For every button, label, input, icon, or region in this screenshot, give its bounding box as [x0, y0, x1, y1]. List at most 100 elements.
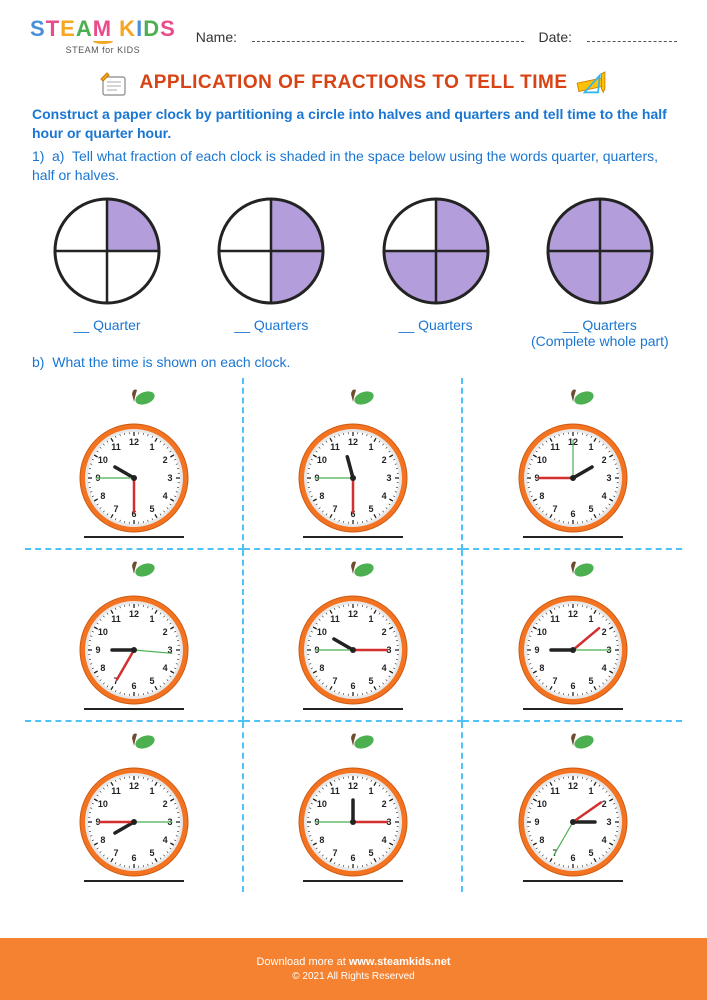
clock-answer-line[interactable]	[303, 880, 403, 882]
fraction-circle-item: __ Quarter	[32, 191, 182, 334]
svg-text:10: 10	[316, 627, 326, 637]
svg-text:11: 11	[111, 786, 121, 796]
svg-text:10: 10	[316, 799, 326, 809]
svg-text:1: 1	[588, 786, 593, 796]
svg-text:11: 11	[550, 786, 560, 796]
svg-text:5: 5	[368, 676, 373, 686]
svg-text:2: 2	[162, 455, 167, 465]
clock-cell: 123456789101112	[25, 722, 244, 892]
svg-text:4: 4	[162, 835, 167, 845]
svg-text:1: 1	[149, 614, 154, 624]
svg-text:11: 11	[111, 442, 121, 452]
clock-answer-line[interactable]	[84, 536, 184, 538]
svg-text:11: 11	[550, 614, 560, 624]
svg-text:10: 10	[536, 455, 546, 465]
svg-text:4: 4	[381, 835, 386, 845]
q1b-text: What the time is shown on each clock.	[52, 354, 290, 370]
svg-text:5: 5	[588, 848, 593, 858]
footer-scallop-icon	[0, 930, 707, 946]
instructions-text: Construct a paper clock by partitioning …	[32, 105, 675, 143]
fraction-circle-item: __ Quarters	[196, 191, 346, 334]
svg-text:4: 4	[162, 491, 167, 501]
svg-text:7: 7	[332, 504, 337, 514]
fraction-label[interactable]: __ Quarter	[74, 317, 141, 334]
clock-answer-line[interactable]	[84, 708, 184, 710]
svg-text:3: 3	[386, 473, 391, 483]
svg-text:5: 5	[588, 676, 593, 686]
clock-cell: 123456789101112	[244, 722, 463, 892]
svg-text:1: 1	[588, 614, 593, 624]
clock-cell: 123456789101112	[463, 378, 682, 550]
svg-text:2: 2	[381, 455, 386, 465]
fraction-circle-icon	[376, 191, 496, 311]
svg-text:1: 1	[368, 786, 373, 796]
fraction-circle-icon	[47, 191, 167, 311]
date-input-line[interactable]	[587, 28, 677, 42]
svg-text:10: 10	[536, 627, 546, 637]
svg-text:10: 10	[97, 799, 107, 809]
clock-answer-line[interactable]	[84, 880, 184, 882]
logo-subtitle: STEAM for KIDS	[66, 45, 141, 55]
clock-cell: 123456789101112	[25, 550, 244, 722]
svg-text:1: 1	[368, 614, 373, 624]
svg-text:7: 7	[332, 676, 337, 686]
clock-cell: 123456789101112	[244, 550, 463, 722]
orange-clock-icon: 123456789101112	[508, 386, 638, 534]
clock-answer-line[interactable]	[303, 536, 403, 538]
clock-cell: 123456789101112	[463, 550, 682, 722]
clock-cell: 123456789101112	[244, 378, 463, 550]
svg-text:9: 9	[95, 645, 100, 655]
svg-text:8: 8	[319, 835, 324, 845]
svg-text:5: 5	[588, 504, 593, 514]
svg-text:9: 9	[534, 645, 539, 655]
svg-text:4: 4	[601, 491, 606, 501]
svg-text:5: 5	[149, 848, 154, 858]
clock-answer-line[interactable]	[523, 708, 623, 710]
name-date-fields: Name: Date:	[196, 28, 677, 45]
svg-text:8: 8	[100, 663, 105, 673]
footer: Download more at www.steamkids.net © 202…	[0, 938, 707, 1000]
svg-text:7: 7	[552, 676, 557, 686]
svg-text:2: 2	[162, 627, 167, 637]
name-label: Name:	[196, 29, 237, 45]
svg-text:6: 6	[570, 509, 575, 519]
orange-clock-icon: 123456789101112	[288, 730, 418, 878]
clock-answer-line[interactable]	[303, 708, 403, 710]
name-input-line[interactable]	[252, 28, 524, 42]
svg-text:11: 11	[330, 442, 340, 452]
svg-text:3: 3	[606, 473, 611, 483]
svg-text:6: 6	[131, 681, 136, 691]
q1a-text: Tell what fraction of each clock is shad…	[32, 148, 658, 183]
orange-clock-icon: 123456789101112	[288, 558, 418, 706]
svg-text:5: 5	[368, 504, 373, 514]
ruler-pencil-icon	[576, 69, 610, 97]
svg-text:4: 4	[381, 491, 386, 501]
svg-text:1: 1	[588, 442, 593, 452]
svg-text:2: 2	[601, 455, 606, 465]
notepad-icon	[97, 69, 131, 97]
svg-text:12: 12	[567, 781, 577, 791]
fraction-label[interactable]: __ Quarters(Complete whole part)	[531, 317, 669, 351]
clock-answer-line[interactable]	[523, 536, 623, 538]
svg-text:1: 1	[368, 442, 373, 452]
svg-text:12: 12	[128, 609, 138, 619]
fraction-circle-item: __ Quarters(Complete whole part)	[525, 191, 675, 351]
svg-text:3: 3	[167, 473, 172, 483]
footer-download-text: Download more at www.steamkids.net	[256, 956, 450, 968]
fraction-label[interactable]: __ Quarters	[399, 317, 473, 334]
svg-text:4: 4	[601, 835, 606, 845]
svg-text:2: 2	[162, 799, 167, 809]
clock-answer-line[interactable]	[523, 880, 623, 882]
svg-text:10: 10	[97, 627, 107, 637]
fraction-label[interactable]: __ Quarters	[234, 317, 308, 334]
svg-text:8: 8	[100, 835, 105, 845]
svg-text:7: 7	[332, 848, 337, 858]
fraction-circle-item: __ Quarters	[361, 191, 511, 334]
orange-clock-icon: 123456789101112	[69, 558, 199, 706]
svg-text:4: 4	[601, 663, 606, 673]
svg-text:8: 8	[539, 835, 544, 845]
svg-text:11: 11	[330, 614, 340, 624]
footer-prefix: Download more at	[256, 956, 348, 968]
svg-text:8: 8	[319, 663, 324, 673]
svg-text:7: 7	[552, 504, 557, 514]
